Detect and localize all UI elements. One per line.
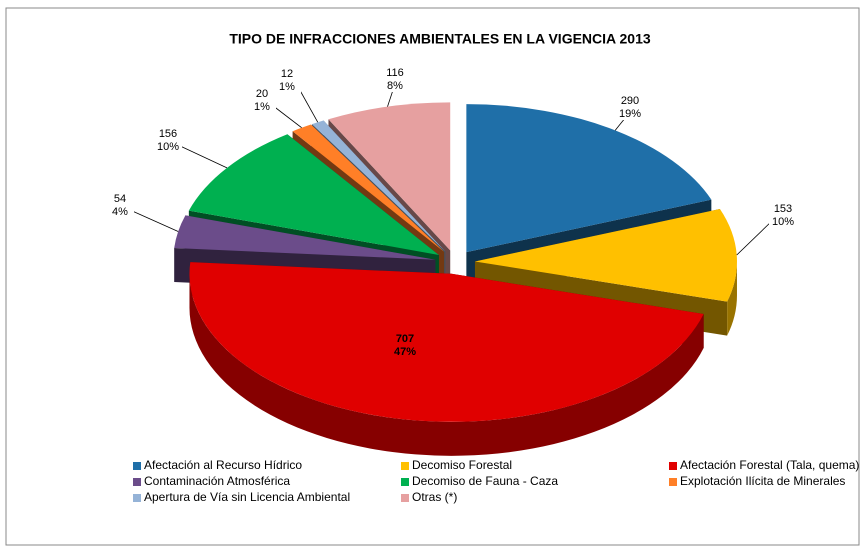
legend-swatch bbox=[133, 494, 141, 502]
label-bg bbox=[248, 87, 276, 113]
legend-swatch bbox=[133, 462, 141, 470]
legend-swatch bbox=[133, 478, 141, 486]
slice bbox=[189, 262, 704, 456]
leader-line bbox=[129, 209, 179, 232]
legend-swatch bbox=[669, 478, 677, 486]
slice-top bbox=[328, 102, 451, 251]
data-label: 54 bbox=[114, 193, 126, 205]
legend-label: Afectación al Recurso Hídrico bbox=[144, 458, 302, 472]
label-bg bbox=[381, 66, 409, 92]
slice-top bbox=[474, 208, 737, 302]
data-label: 290 bbox=[621, 95, 639, 107]
legend-label: Decomiso Forestal bbox=[412, 458, 512, 472]
label-bg bbox=[154, 127, 182, 153]
label-bg bbox=[273, 67, 301, 93]
slice-top bbox=[189, 262, 704, 422]
slice-top bbox=[188, 134, 439, 255]
slice-top bbox=[312, 120, 446, 252]
data-label-percent: 1% bbox=[279, 81, 295, 93]
legend-label: Otras (*) bbox=[412, 490, 457, 504]
data-label: 156 bbox=[159, 128, 177, 140]
legend-label: Apertura de Vía sin Licencia Ambiental bbox=[144, 490, 350, 504]
slice-top bbox=[174, 215, 436, 260]
data-label: 707 bbox=[396, 333, 414, 345]
legend-label: Explotación Ilícita de Minerales bbox=[680, 474, 845, 488]
leader-line bbox=[177, 144, 228, 169]
data-label: 20 bbox=[256, 88, 268, 100]
label-bg bbox=[769, 202, 797, 228]
slice-top bbox=[292, 124, 445, 252]
legend-label: Decomiso de Fauna - Caza bbox=[412, 474, 558, 488]
data-label-percent: 4% bbox=[112, 206, 128, 218]
leader-line bbox=[271, 104, 302, 129]
legend-swatch bbox=[401, 494, 409, 502]
legend-swatch bbox=[669, 462, 677, 470]
legend-swatch bbox=[401, 478, 409, 486]
leader-line bbox=[736, 219, 774, 256]
chart-title: TIPO DE INFRACCIONES AMBIENTALES EN LA V… bbox=[229, 31, 651, 47]
label-bg bbox=[616, 94, 644, 120]
legend-swatch bbox=[401, 462, 409, 470]
slice-top bbox=[466, 104, 712, 253]
data-label: 12 bbox=[281, 68, 293, 80]
slice-side bbox=[727, 261, 737, 336]
data-label-percent: 1% bbox=[254, 101, 270, 113]
slice-side bbox=[189, 273, 704, 456]
legend-label: Afectación Forestal (Tala, quema) bbox=[680, 458, 859, 472]
data-label-percent: 47% bbox=[394, 346, 416, 358]
data-label: 116 bbox=[386, 67, 404, 79]
label-bg bbox=[106, 192, 134, 218]
data-label: 153 bbox=[774, 203, 792, 215]
data-label-percent: 10% bbox=[157, 141, 179, 153]
data-label-percent: 19% bbox=[619, 108, 641, 120]
data-label-percent: 10% bbox=[772, 216, 794, 228]
legend-label: Contaminación Atmosférica bbox=[144, 474, 290, 488]
data-label-percent: 8% bbox=[387, 80, 403, 92]
